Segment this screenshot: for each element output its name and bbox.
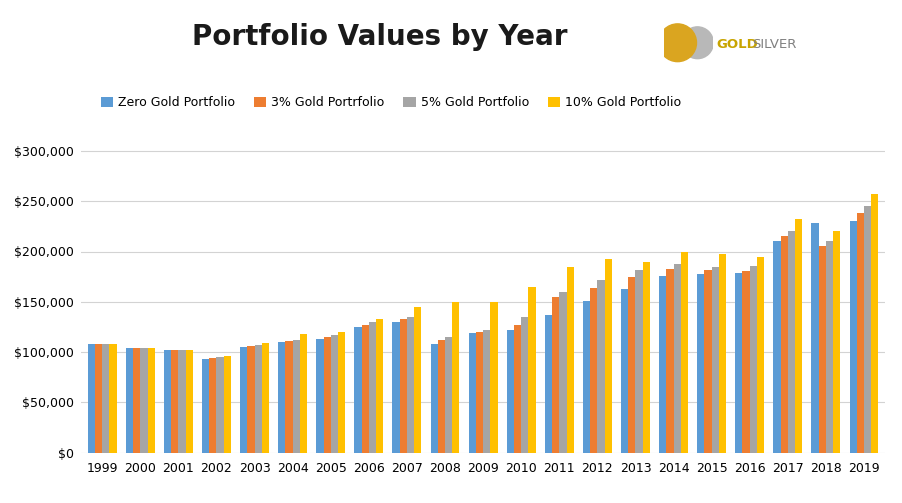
Bar: [551, 297, 558, 453]
Bar: [316, 339, 323, 453]
Bar: [407, 317, 414, 453]
Bar: [216, 357, 224, 453]
Bar: [186, 350, 193, 453]
Bar: [278, 342, 285, 453]
Bar: [95, 344, 102, 453]
Bar: [414, 307, 421, 453]
Bar: [544, 315, 551, 453]
Bar: [164, 350, 171, 453]
Bar: [262, 343, 269, 453]
Bar: [787, 231, 794, 453]
Bar: [483, 330, 490, 453]
Bar: [772, 241, 779, 453]
Bar: [202, 359, 209, 453]
Bar: [833, 231, 840, 453]
Text: SILVER: SILVER: [751, 38, 796, 51]
Bar: [125, 348, 133, 453]
Bar: [468, 333, 475, 453]
Bar: [247, 346, 254, 453]
Bar: [642, 262, 649, 453]
Bar: [392, 322, 400, 453]
Bar: [825, 241, 833, 453]
Bar: [361, 325, 368, 453]
Bar: [323, 337, 330, 453]
Bar: [673, 264, 680, 453]
Bar: [452, 302, 459, 453]
Bar: [140, 348, 147, 453]
Bar: [437, 340, 445, 453]
Bar: [292, 340, 299, 453]
Bar: [513, 325, 520, 453]
Bar: [337, 332, 345, 453]
Bar: [171, 350, 179, 453]
Bar: [475, 332, 483, 453]
Circle shape: [681, 27, 713, 59]
Bar: [354, 327, 361, 453]
Bar: [430, 344, 437, 453]
Bar: [849, 221, 856, 453]
Bar: [566, 267, 573, 453]
Bar: [628, 277, 635, 453]
Circle shape: [658, 24, 695, 62]
Bar: [666, 269, 673, 453]
Bar: [506, 330, 513, 453]
Bar: [240, 347, 247, 453]
Bar: [818, 246, 825, 453]
Bar: [779, 236, 787, 453]
Bar: [756, 257, 763, 453]
Bar: [680, 252, 687, 453]
Bar: [400, 319, 407, 453]
Bar: [490, 302, 497, 453]
Bar: [224, 356, 231, 453]
Bar: [734, 273, 741, 453]
Bar: [520, 317, 528, 453]
Bar: [109, 344, 116, 453]
Bar: [604, 259, 612, 453]
Bar: [583, 301, 590, 453]
Bar: [299, 334, 307, 453]
Bar: [254, 345, 262, 453]
Bar: [749, 266, 756, 453]
Bar: [856, 213, 863, 453]
Bar: [811, 223, 818, 453]
Legend: Zero Gold Portfolio, 3% Gold Portrfolio, 5% Gold Portfolio, 10% Gold Portfolio: Zero Gold Portfolio, 3% Gold Portrfolio,…: [96, 91, 686, 114]
Bar: [696, 274, 704, 453]
Bar: [445, 337, 452, 453]
Bar: [794, 219, 801, 453]
Bar: [558, 292, 566, 453]
Bar: [635, 270, 642, 453]
Bar: [87, 344, 95, 453]
Bar: [330, 335, 337, 453]
Bar: [179, 350, 186, 453]
Bar: [133, 348, 140, 453]
Bar: [741, 271, 749, 453]
Bar: [209, 358, 216, 453]
Text: Portfolio Values by Year: Portfolio Values by Year: [191, 23, 566, 51]
Bar: [863, 206, 870, 453]
Bar: [102, 344, 109, 453]
Bar: [375, 319, 382, 453]
Bar: [658, 276, 666, 453]
Bar: [718, 254, 725, 453]
Bar: [704, 270, 711, 453]
Bar: [621, 289, 628, 453]
Bar: [528, 287, 535, 453]
Text: GOLD: GOLD: [715, 38, 757, 51]
Bar: [597, 280, 604, 453]
Bar: [368, 322, 375, 453]
Bar: [590, 288, 597, 453]
Bar: [870, 194, 878, 453]
Bar: [711, 267, 718, 453]
Bar: [285, 341, 292, 453]
Bar: [147, 348, 154, 453]
